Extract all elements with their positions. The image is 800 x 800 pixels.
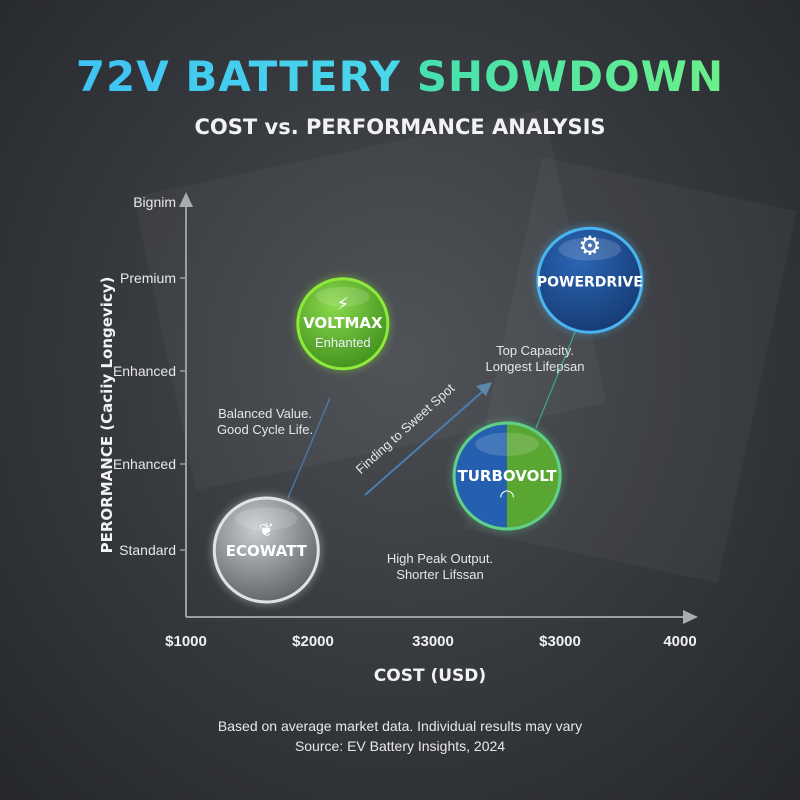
connector-line: [535, 319, 581, 429]
footer-source: Source: EV Battery Insights, 2024: [294, 738, 506, 754]
annotation-text: Top Capacity.: [496, 343, 574, 358]
title-part1: 72V BATTERY: [75, 52, 402, 101]
bubble-highlight: [475, 432, 539, 456]
bubble-point: [536, 226, 644, 334]
page-subtitle: COST vs. PERFORMANCE ANALYSIS: [194, 115, 606, 139]
annotation-text: High Peak Output.: [387, 551, 493, 566]
connector-line: [287, 397, 331, 499]
bubble-ecowatt: ECOWATT❦: [211, 495, 322, 605]
annotation-text: Shorter Lifssan: [396, 567, 483, 582]
bubble-point: [296, 277, 390, 371]
y-axis-label: PERORMANCE (Caciiy Longevicy): [98, 277, 116, 554]
bubble-label: VOLTMAX: [303, 314, 383, 332]
y-tick-label: Enhanced: [113, 363, 176, 379]
x-axis-arrow-icon: [683, 610, 698, 624]
x-tick-label: 4000: [663, 633, 696, 650]
bubble-point: [212, 496, 320, 604]
sweet-spot-arrow-icon: [476, 382, 492, 396]
sweet-spot-arrow-line: [364, 384, 491, 496]
bubble-sublabel: Enhanted: [315, 335, 371, 350]
bubble-label: TURBOVOLT: [458, 467, 558, 485]
y-axis-arrow-icon: [179, 192, 193, 207]
y-tick-label: Bignim: [133, 194, 176, 210]
bubble-powerdrive: POWERDRIVE ⚙: [534, 225, 645, 336]
footer-note: Based on average market data. Individual…: [217, 718, 583, 734]
bubble-voltmax: VOLTMAX Enhanted ⚡: [294, 275, 391, 372]
x-tick-label: $1000: [165, 633, 207, 650]
speedometer-icon: ◠: [499, 486, 515, 507]
bubble-highlight: [235, 507, 298, 531]
lightning-icon: ⚡: [337, 294, 350, 315]
bubble-label: POWERDRIVE: [537, 274, 643, 290]
x-axis-label: COST (USD): [374, 666, 486, 686]
bubble-point: [452, 421, 562, 531]
y-tick-label: Standard: [119, 542, 176, 558]
y-tick-label: Enhanced: [113, 456, 176, 472]
leaf-icon: ❦: [259, 520, 274, 541]
x-tick-label: 33000: [412, 633, 454, 650]
x-tick-label: $2000: [292, 633, 334, 650]
annotation-text: Good Cycle Life.: [217, 422, 313, 437]
bubble-label: ECOWATT: [226, 542, 308, 560]
x-tick-label: $3000: [539, 633, 581, 650]
bubble-highlight: [558, 237, 622, 261]
page-title: 72V BATTERY SHOWDOWN: [0, 52, 800, 101]
y-tick-label: Premium: [120, 270, 176, 286]
gear-icon: ⚙: [578, 231, 601, 261]
bubble-turbovolt: TURBOVOLT◠: [451, 420, 564, 533]
annotation-text: Longest Lifepsan: [485, 359, 584, 374]
bubble-highlight: [315, 286, 370, 307]
title-part2: SHOWDOWN: [416, 52, 725, 101]
annotation-text: Balanced Value.: [218, 406, 312, 421]
